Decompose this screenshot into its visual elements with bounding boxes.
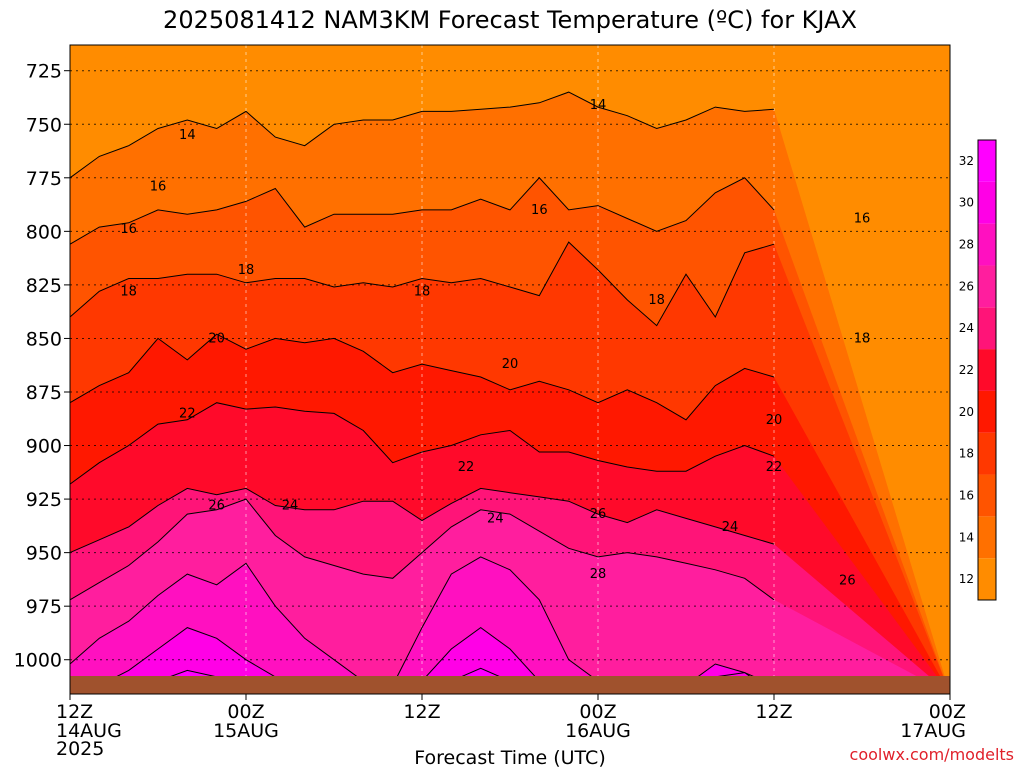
colorbar-label: 18 [959,447,974,461]
y-tick-label: 825 [26,275,62,297]
grid-lines [70,45,950,694]
contour-label-14: 14 [179,128,196,143]
colorbar-label: 20 [959,405,974,419]
x-tick-date: 14AUG [56,720,122,742]
x-tick-label: 00Z [929,701,966,723]
plot-frame [69,44,951,695]
colorbar-label: 32 [959,154,974,168]
colorbar-segment [978,265,996,308]
band-fill-28 [70,556,950,694]
colorbar: 12 14 16 18 20 22 24 26 28 30 32 [959,139,997,601]
contour-label-18: 18 [414,284,431,299]
contour-label-20: 20 [208,331,225,346]
x-tick-label: 12Z [755,701,792,723]
colorbar-label: 26 [959,279,974,293]
contour-line-24 [69,487,775,554]
x-axis-title: Forecast Time (UTC) [414,747,605,768]
y-tick-label: 925 [26,489,62,511]
chart-title: 2025081412 NAM3KM Forecast Temperature (… [163,6,857,34]
colorbar-label: 14 [959,530,974,544]
colorbar-frame [977,139,997,601]
colorbar-segment [978,307,996,350]
contour-label-18: 18 [238,263,255,278]
temperature-fill-layer [70,45,950,695]
contour-label-16: 16 [120,222,137,237]
colorbar-segment [978,558,996,600]
x-tick-label: 00Z [227,701,264,723]
x-tick-label: 12Z [403,701,440,723]
contour-line-26 [69,498,775,601]
colorbar-segment [978,432,996,475]
y-tick-label: 800 [26,221,62,243]
contour-label-16: 16 [150,179,167,194]
contour-label-26: 26 [590,507,607,522]
colorbar-segment [978,140,996,182]
colorbar-label: 22 [959,363,974,377]
x-tick-date: 16AUG [565,720,631,742]
colorbar-label: 12 [959,572,974,586]
contour-label-24: 24 [282,499,299,514]
y-tick-label: 875 [26,382,62,404]
contour-label-26: 26 [839,573,856,588]
colorbar-segment [978,390,996,433]
contour-label-22: 22 [458,460,475,475]
colorbar-segment [978,181,996,224]
y-tick-label: 750 [26,114,62,136]
contour-line-22 [69,402,775,485]
y-tick-label: 900 [26,436,62,458]
y-tick-label: 1000 [14,650,62,672]
colorbar-segment [978,474,996,517]
colorbar-label: 16 [959,488,974,502]
x-tick-date: 15AUG [213,720,279,742]
colorbar-segment [978,516,996,559]
contour-line-20 [69,333,775,421]
colorbar-segment [978,223,996,266]
colorbar-segment [978,349,996,391]
x-tick-date: 17AUG [900,720,966,742]
colorbar-label: 24 [959,321,974,335]
credit-text: coolwx.com/modelts [850,745,1014,764]
x-tick-label: 00Z [579,701,616,723]
colorbar-label: 28 [959,238,974,252]
x-tick-year: 2025 [56,738,104,760]
y-tick-label: 850 [26,328,62,350]
ground-terrain [70,676,950,694]
contour-label-20: 20 [502,357,519,372]
contour-label-28: 28 [590,567,607,582]
y-tick-label: 775 [26,168,62,190]
contour-label-22: 22 [766,460,783,475]
contour-line-18 [69,241,775,327]
contour-label-16: 16 [854,211,871,226]
contour-label-18: 18 [120,284,137,299]
contour-line-14 [69,91,775,179]
y-tick-label: 950 [26,543,62,565]
contour-label-16: 16 [531,203,548,218]
contour-label-20: 20 [766,413,783,428]
colorbar-label: 30 [959,196,974,210]
contour-label-14: 14 [590,98,607,113]
contour-label-18: 18 [648,293,665,308]
y-axis: 725 750 775 800 825 850 875 900 925 950 975 1000 [14,61,70,672]
contour-label-26: 26 [208,499,225,514]
x-tick-label: 12Z [56,701,93,723]
contour-line-16 [69,177,775,245]
contour-label-24: 24 [487,511,504,526]
y-tick-label: 975 [26,596,62,618]
contour-label-18: 18 [854,331,871,346]
contour-label-24: 24 [722,520,739,535]
contour-label-22: 22 [179,406,196,421]
y-tick-label: 725 [26,61,62,83]
